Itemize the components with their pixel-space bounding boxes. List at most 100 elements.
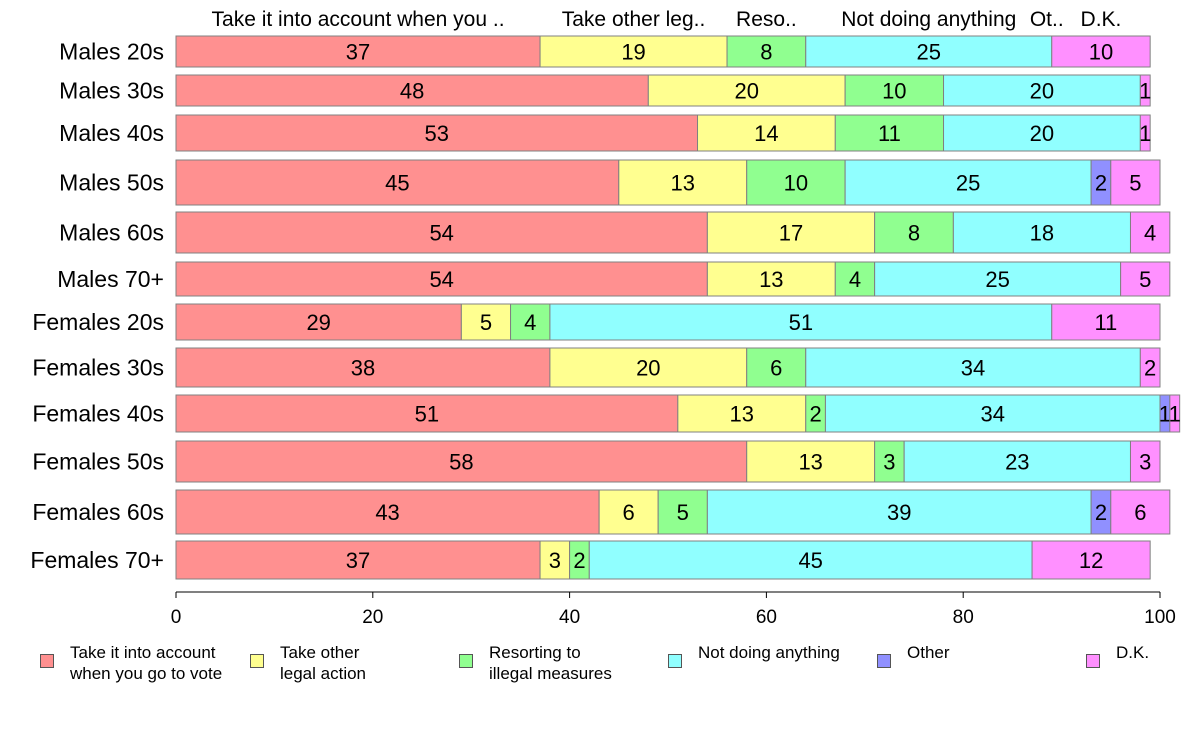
data-label: 3: [1139, 450, 1151, 475]
data-label: 5: [1129, 171, 1141, 196]
data-label: 8: [908, 221, 920, 246]
legend-label: Not doing anything: [698, 643, 840, 662]
category-label: Females 60s: [32, 499, 164, 525]
bar-segment: [175, 347, 551, 388]
legend-item-illegal: Resorting to illegal measures: [459, 642, 612, 684]
data-label: 14: [754, 121, 778, 146]
data-label: 4: [1144, 221, 1156, 246]
bar-segment: [1120, 261, 1171, 297]
category-label: Males 50s: [59, 170, 164, 196]
data-label: 20: [1030, 121, 1054, 146]
bar-segment: [1129, 440, 1161, 483]
data-label: 2: [1095, 171, 1107, 196]
data-label: 3: [883, 450, 895, 475]
bar-segment: [746, 440, 876, 483]
category-label: Females 30s: [32, 355, 164, 381]
data-label: 45: [385, 171, 409, 196]
data-label: 37: [346, 40, 370, 65]
legend-item-other: Other: [877, 642, 950, 668]
bar-segment: [1110, 489, 1171, 535]
series-header-label: D.K.: [1081, 8, 1122, 31]
data-label: 2: [809, 402, 821, 427]
bar-segment: [175, 35, 541, 68]
bar-segment: [706, 261, 836, 297]
category-label: Females 70+: [30, 547, 164, 573]
data-label: 2: [1095, 500, 1107, 525]
series-header-label: Take other leg..: [562, 8, 706, 31]
bar-segment: [175, 440, 748, 483]
data-label: 23: [1005, 450, 1029, 475]
bar-segment: [706, 489, 1092, 535]
bar-segment: [1110, 159, 1161, 206]
data-label: 34: [961, 356, 985, 381]
bar-segment: [175, 114, 699, 152]
data-label: 53: [425, 121, 449, 146]
legend-swatch-icon: [40, 654, 54, 668]
bar-segment: [726, 35, 807, 68]
data-label: 34: [980, 402, 1004, 427]
bar-segment: [1031, 540, 1151, 580]
bar-segment: [647, 74, 846, 107]
legend: Take it into account when you go to vote…: [0, 642, 1188, 692]
category-label: Males 70+: [57, 266, 164, 292]
series-header-label: Reso..: [736, 8, 797, 31]
bar-segment: [952, 211, 1131, 254]
bar-segment: [618, 159, 748, 206]
data-label: 11: [878, 121, 901, 146]
data-label: 1: [1139, 79, 1151, 104]
data-label: 5: [480, 310, 492, 335]
bar-segment: [746, 159, 846, 206]
bar-segment: [1139, 347, 1161, 388]
data-label: 4: [849, 267, 861, 292]
data-label: 25: [956, 171, 980, 196]
data-label: 6: [1134, 500, 1146, 525]
legend-swatch-icon: [877, 654, 891, 668]
bar-segment: [943, 114, 1141, 152]
bar-segment: [510, 303, 551, 341]
data-label: 51: [789, 310, 813, 335]
data-label: 10: [1089, 40, 1113, 65]
bar-segment: [175, 489, 600, 535]
data-label: 5: [1139, 267, 1151, 292]
data-label: 13: [730, 402, 754, 427]
legend-item-dk: D.K.: [1086, 642, 1149, 668]
x-tick-label: 100: [1144, 607, 1176, 628]
legend-label: Take other legal action: [280, 643, 367, 683]
bar-segment: [874, 211, 954, 254]
bar-segment: [834, 261, 876, 297]
series-header-label: Take it into account when you ..: [212, 8, 505, 31]
legend-swatch-icon: [1086, 654, 1100, 668]
x-tick-label: 60: [756, 607, 777, 628]
legend-item-vote: Take it into account when you go to vote: [40, 642, 222, 684]
data-label: 10: [882, 79, 906, 104]
bar-segment: [539, 35, 728, 68]
data-label: 10: [784, 171, 808, 196]
data-label: 43: [375, 500, 399, 525]
category-label: Males 40s: [59, 120, 164, 146]
data-label: 3: [549, 548, 561, 573]
bar-segment: [1129, 211, 1171, 254]
bar-segment: [874, 440, 905, 483]
bar-segment: [549, 347, 748, 388]
data-label: 13: [798, 450, 822, 475]
bar-segment: [697, 114, 836, 152]
data-label: 5: [677, 500, 689, 525]
data-label: 18: [1030, 221, 1054, 246]
data-label: 38: [351, 356, 375, 381]
category-label: Males 20s: [59, 39, 164, 65]
legend-label: Resorting to illegal measures: [489, 643, 612, 683]
bar-segment: [549, 303, 1053, 341]
x-tick-label: 0: [171, 607, 182, 628]
bar-segment: [175, 303, 462, 341]
data-label: 13: [671, 171, 695, 196]
bar-segment: [834, 114, 945, 152]
bar-segment: [844, 74, 945, 107]
bar-segment: [805, 347, 1141, 388]
data-label: 1: [1139, 121, 1151, 146]
x-tick-label: 20: [362, 607, 383, 628]
data-label: 6: [623, 500, 635, 525]
bar-segment: [598, 489, 659, 535]
data-label: 19: [621, 40, 645, 65]
bar-segment: [824, 394, 1161, 433]
bar-segment: [175, 540, 541, 580]
